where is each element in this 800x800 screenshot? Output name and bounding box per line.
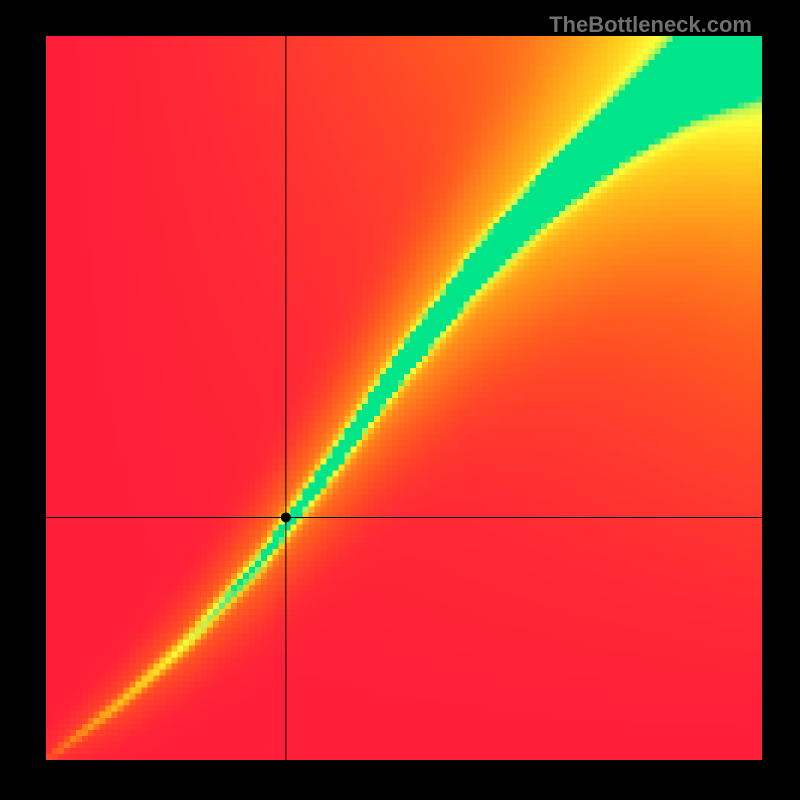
heatmap-canvas bbox=[46, 36, 762, 760]
chart-container: TheBottleneck.com bbox=[0, 0, 800, 800]
watermark-text: TheBottleneck.com bbox=[549, 12, 752, 38]
